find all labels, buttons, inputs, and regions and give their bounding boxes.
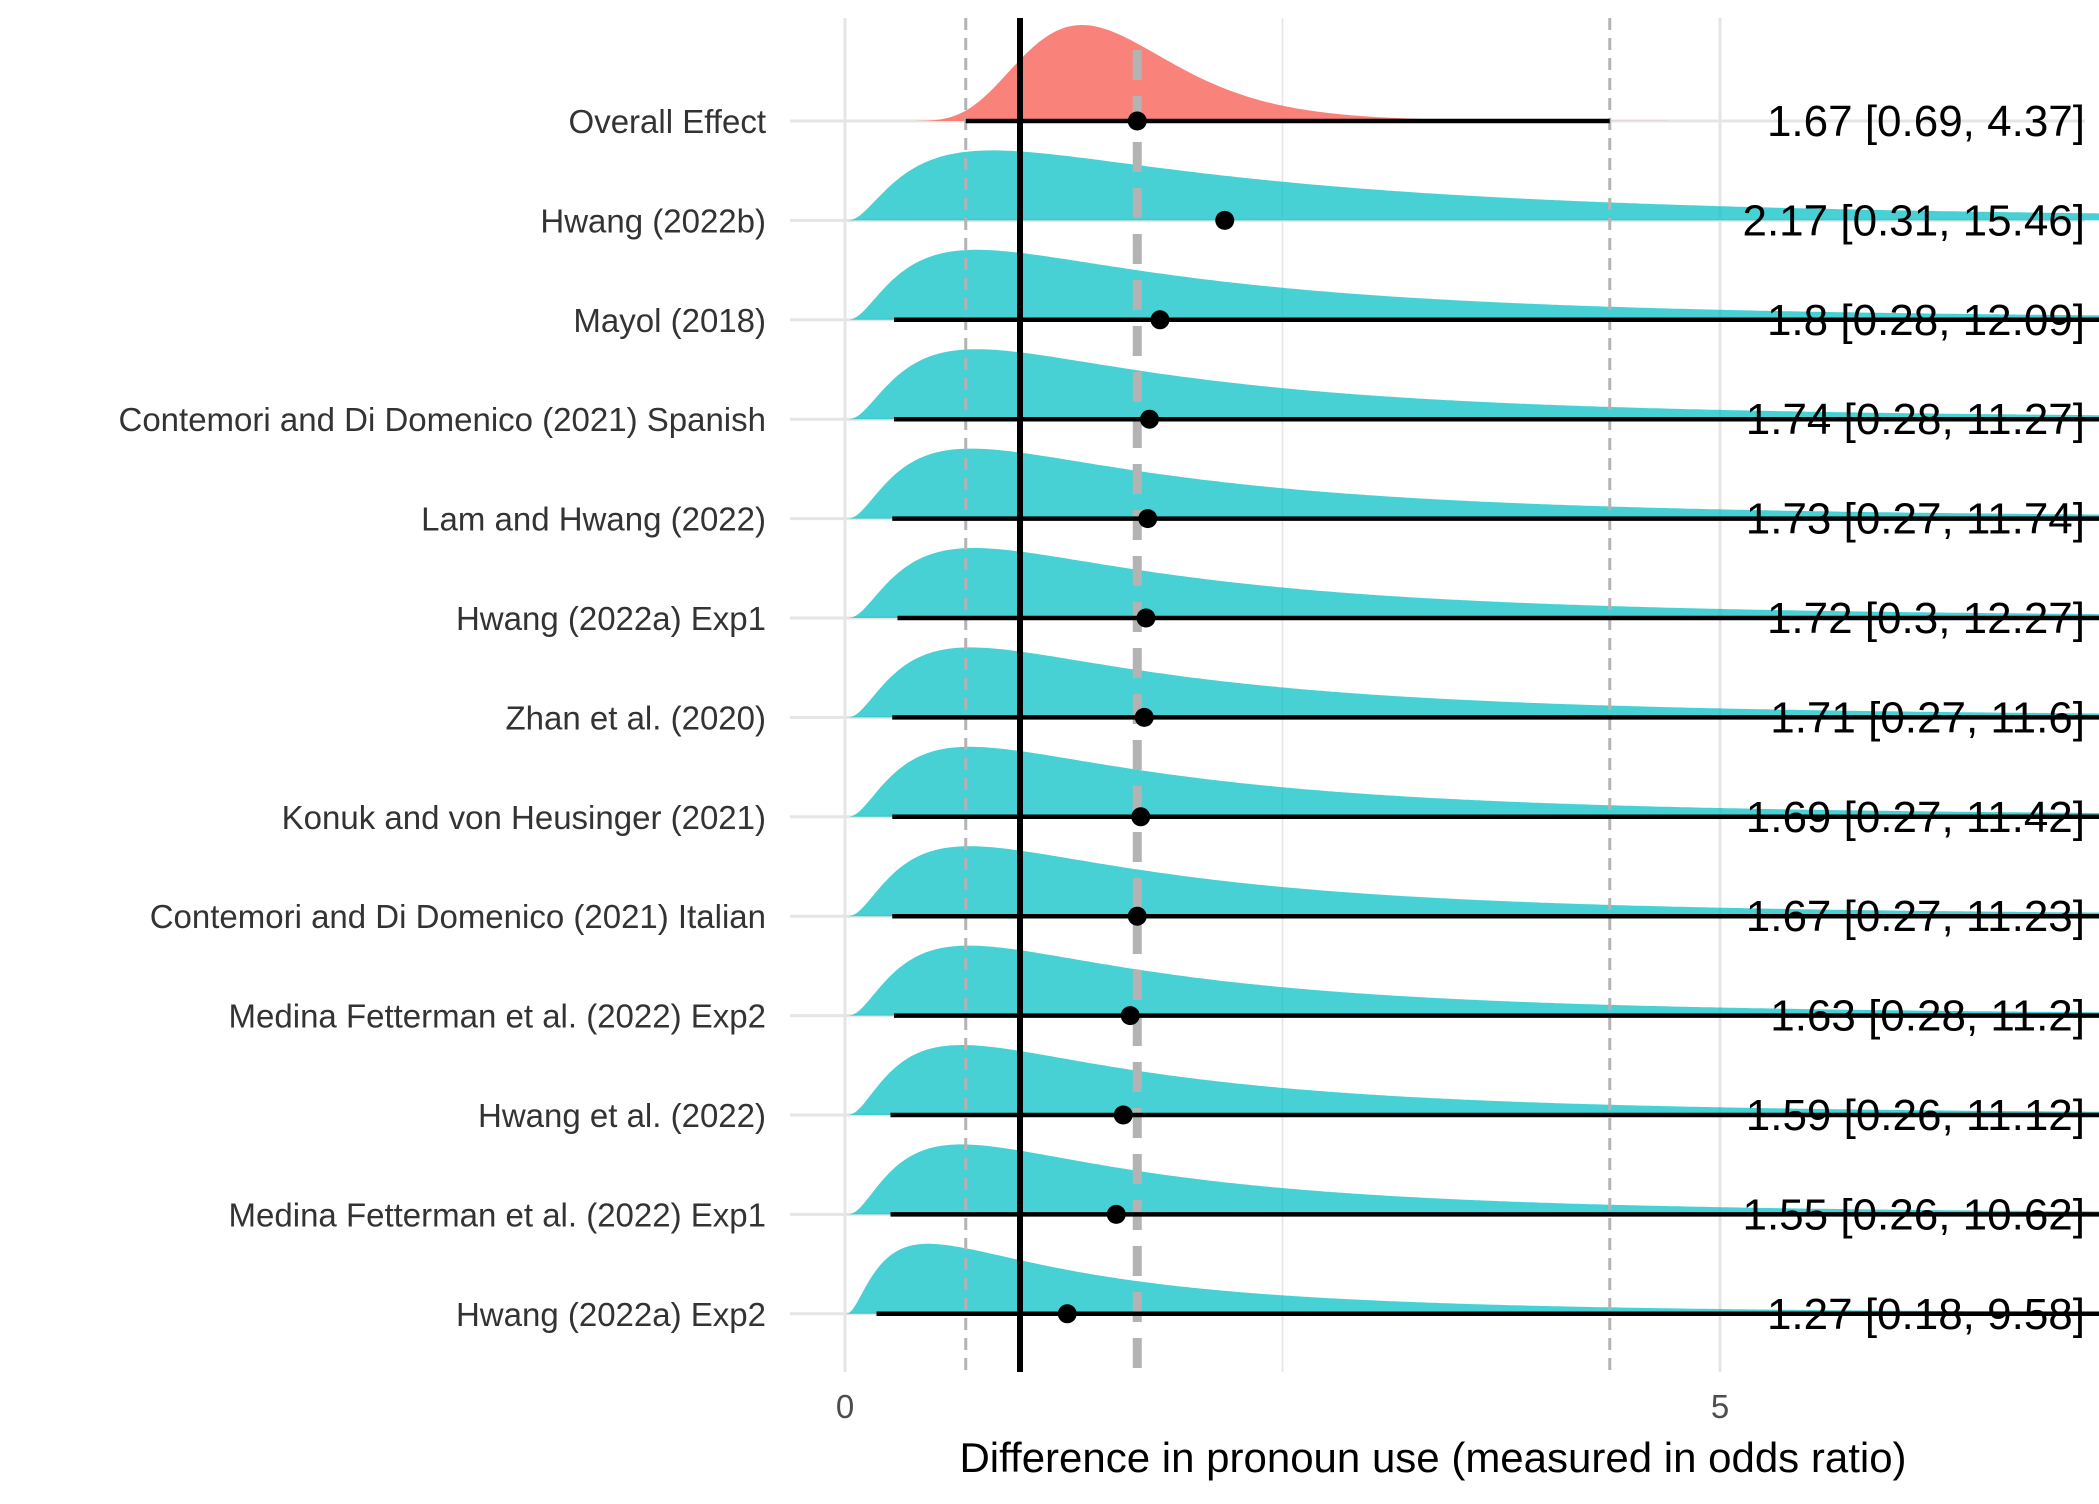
row-label: Overall Effect [569, 103, 766, 140]
point-estimate [1151, 310, 1170, 329]
row-value-label: 1.74 [0.28, 11.27] [1746, 395, 2085, 444]
row-value-label: 1.59 [0.26, 11.12] [1746, 1091, 2085, 1140]
row-value-label: 1.72 [0.3, 12.27] [1767, 594, 2085, 643]
point-estimate [1137, 609, 1156, 628]
x-tick-label: 5 [1711, 1388, 1729, 1425]
point-estimate [1128, 907, 1147, 926]
point-estimate [1107, 1205, 1126, 1224]
row-value-label: 1.69 [0.27, 11.42] [1746, 793, 2085, 842]
x-tick-label: 0 [836, 1388, 854, 1425]
row-value-label: 1.67 [0.27, 11.23] [1746, 892, 2085, 941]
x-axis-title: Difference in pronoun use (measured in o… [959, 1434, 1906, 1481]
row-label: Lam and Hwang (2022) [421, 501, 766, 538]
row-label: Contemori and Di Domenico (2021) Spanish [119, 401, 767, 438]
row-value-label: 1.73 [0.27, 11.74] [1746, 495, 2085, 544]
row-value-label: 1.63 [0.28, 11.2] [1770, 992, 2085, 1041]
point-estimate [1121, 1006, 1140, 1025]
row-label: Hwang (2022b) [540, 202, 766, 239]
row-label: Konuk and von Heusinger (2021) [282, 799, 766, 836]
row-value-label: 2.17 [0.31, 15.46] [1742, 196, 2085, 245]
row-label: Hwang et al. (2022) [478, 1097, 766, 1134]
row-label: Medina Fetterman et al. (2022) Exp1 [229, 1196, 766, 1233]
point-estimate [1138, 509, 1157, 528]
point-estimate [1128, 112, 1147, 131]
value-labels-layer: 1.67 [0.69, 4.37] 2.17 [0.31, 15.46] 1.8 [… [1742, 97, 2085, 1339]
point-estimate [1131, 807, 1150, 826]
row-label: Contemori and Di Domenico (2021) Italian [150, 898, 766, 935]
point-estimate [1135, 708, 1154, 727]
point-estimate [1215, 211, 1234, 230]
row-label: Hwang (2022a) Exp1 [456, 600, 766, 637]
row-value-label: 1.67 [0.69, 4.37] [1767, 97, 2085, 146]
row-label: Medina Fetterman et al. (2022) Exp2 [229, 998, 766, 1035]
row-value-label: 1.8 [0.28, 12.09] [1767, 296, 2085, 345]
row-label: Zhan et al. (2020) [506, 699, 767, 736]
row-value-label: 1.71 [0.27, 11.6] [1770, 693, 2085, 742]
point-estimate [1140, 410, 1159, 429]
density-ridge [847, 25, 1843, 121]
row-label: Hwang (2022a) Exp2 [456, 1296, 766, 1333]
row-value-label: 1.27 [0.18, 9.58] [1767, 1290, 2085, 1339]
row-value-label: 1.55 [0.26, 10.62] [1742, 1190, 2085, 1239]
x-axis: 0510 [836, 1388, 2099, 1425]
row-labels-layer: Overall Effect Hwang (2022b) Mayol (2018) C… [119, 103, 767, 1333]
point-estimate [1114, 1106, 1133, 1125]
row-label: Mayol (2018) [573, 302, 766, 339]
point-estimate [1058, 1304, 1077, 1323]
